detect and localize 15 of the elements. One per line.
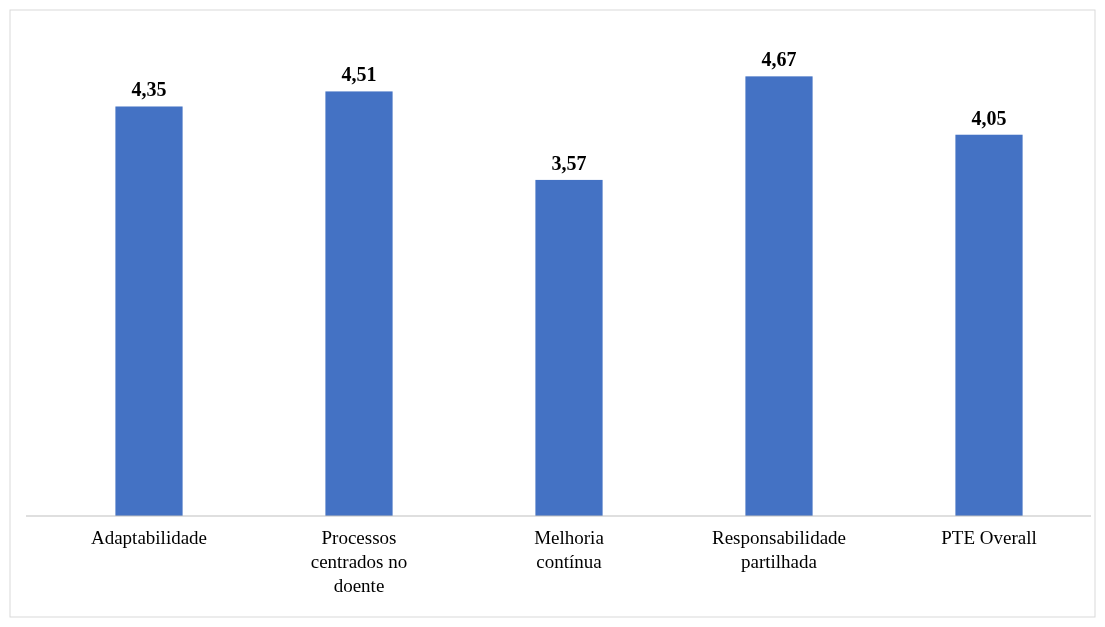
x-tick-label: Melhoria contínua	[534, 527, 605, 572]
data-label: 4,35	[131, 78, 167, 101]
data-label: 4,67	[761, 48, 797, 71]
data-label: 3,57	[551, 151, 587, 174]
bar	[115, 106, 183, 516]
x-tick-label: Processos centrados no doente	[310, 527, 408, 596]
x-tick-label: Adaptabilidade	[90, 527, 208, 548]
data-label: 4,51	[341, 63, 377, 86]
bar	[325, 91, 393, 516]
x-tick-label: PTE Overall	[941, 527, 1037, 548]
bar	[745, 76, 813, 516]
bar	[955, 134, 1023, 516]
data-label: 4,05	[971, 106, 1007, 129]
bar	[535, 179, 603, 516]
x-tick-label: Responsabilidade partilhada	[711, 527, 847, 572]
